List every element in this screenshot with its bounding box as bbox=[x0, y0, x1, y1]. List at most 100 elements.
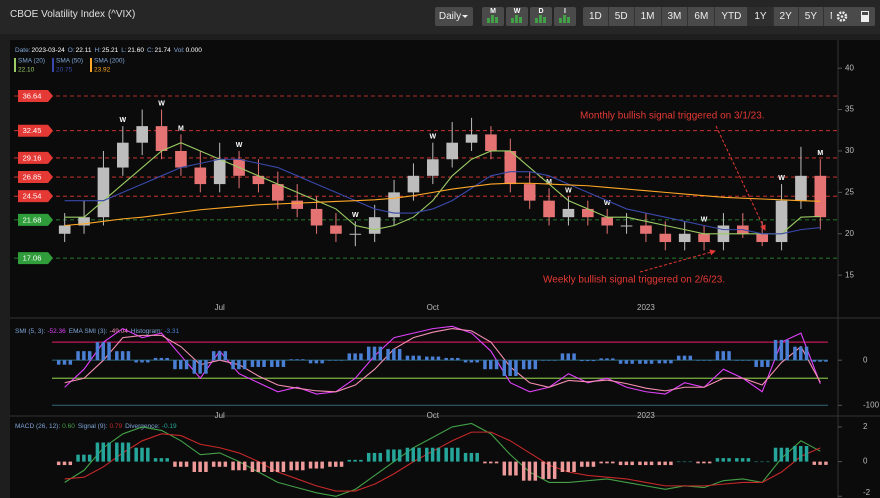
info-label: H: bbox=[94, 47, 101, 54]
histogram-bar bbox=[508, 461, 512, 476]
histogram-bar bbox=[314, 360, 319, 364]
histogram-bar bbox=[56, 360, 61, 365]
signal-button[interactable]: I bbox=[554, 7, 576, 26]
histogram-bar bbox=[688, 355, 693, 361]
histogram-bar bbox=[281, 360, 286, 367]
range-button[interactable]: 1Y bbox=[748, 7, 774, 26]
histogram-bar bbox=[411, 447, 415, 462]
signal-marker: W bbox=[236, 142, 243, 149]
range-button[interactable]: 2Y bbox=[774, 7, 799, 26]
signal-icon-bar bbox=[539, 15, 542, 23]
calculator-button[interactable] bbox=[855, 7, 875, 26]
range-button[interactable]: 6M bbox=[688, 7, 716, 26]
range-button[interactable]: 5Y bbox=[799, 7, 825, 26]
legend-name: SMA (50) bbox=[56, 58, 83, 65]
legend-swatch bbox=[52, 58, 54, 72]
range-button[interactable]: 1D bbox=[583, 7, 609, 26]
histogram-bar bbox=[184, 360, 189, 370]
signal-marker: W bbox=[565, 187, 572, 194]
level-label: 21.68 bbox=[23, 215, 42, 224]
histogram-bar bbox=[804, 446, 809, 462]
histogram-bar bbox=[746, 360, 751, 361]
histogram-bar bbox=[766, 461, 770, 463]
histogram-bar bbox=[397, 449, 402, 462]
candle-body bbox=[155, 126, 168, 151]
histogram-bar bbox=[812, 360, 817, 362]
histogram-bar bbox=[334, 360, 338, 361]
histogram-bar bbox=[372, 452, 377, 462]
indicator-header: SMI (5, 3): -52.36 EMA SMI (3): -49.04 Histo… bbox=[15, 328, 180, 335]
range-button[interactable]: 3M bbox=[662, 7, 689, 26]
candle-body bbox=[388, 192, 400, 218]
candle-body bbox=[659, 233, 672, 243]
histogram-bar bbox=[328, 360, 332, 361]
info-value: 25.21 bbox=[102, 47, 119, 54]
histogram-bar bbox=[591, 360, 596, 362]
histogram-bar bbox=[87, 351, 92, 361]
range-button[interactable]: YTD bbox=[715, 7, 749, 26]
histogram-bar bbox=[397, 348, 402, 361]
candle-body bbox=[97, 167, 110, 218]
interval-dropdown[interactable]: Daily bbox=[435, 7, 473, 26]
level-tag bbox=[18, 171, 53, 184]
histogram-bar bbox=[533, 360, 538, 370]
y-tick-label: 25 bbox=[845, 187, 854, 196]
histogram-bar bbox=[217, 461, 222, 467]
histogram-bar bbox=[785, 339, 789, 361]
indicator-value: 0.60 bbox=[62, 423, 75, 430]
signal-button[interactable]: M bbox=[482, 7, 504, 26]
level-label: 29.16 bbox=[23, 153, 42, 162]
histogram-bar bbox=[533, 461, 538, 481]
histogram-bar bbox=[688, 461, 693, 463]
histogram-bar bbox=[275, 461, 280, 472]
histogram-bar bbox=[804, 346, 809, 361]
histogram-bar bbox=[262, 461, 266, 472]
signal-marker: W bbox=[158, 100, 165, 107]
histogram-bar bbox=[735, 360, 739, 361]
histogram-bar bbox=[242, 360, 247, 370]
histogram-bar bbox=[101, 442, 105, 462]
x-tick-label: Oct bbox=[427, 303, 440, 312]
legend-name: SMA (20) bbox=[18, 58, 45, 65]
histogram-bar bbox=[270, 360, 274, 367]
range-button[interactable]: 5D bbox=[609, 7, 635, 26]
legend-name: SMA (200) bbox=[94, 58, 125, 65]
signal-marker: M bbox=[817, 150, 823, 157]
histogram-bar bbox=[657, 461, 662, 466]
candle-body bbox=[252, 175, 265, 185]
info-value: 0.000 bbox=[186, 47, 203, 54]
histogram-bar bbox=[469, 452, 474, 462]
histogram-bar bbox=[785, 447, 789, 462]
histogram-bar bbox=[82, 454, 86, 462]
histogram-bar bbox=[314, 461, 319, 469]
histogram-bar bbox=[165, 357, 169, 361]
histogram-bar bbox=[68, 461, 73, 466]
candle-body bbox=[485, 134, 497, 151]
candle-body bbox=[136, 126, 148, 143]
signal-marker: M bbox=[546, 179, 552, 186]
histogram-bar bbox=[682, 355, 687, 361]
histogram-bar bbox=[676, 461, 681, 463]
histogram-bar bbox=[320, 360, 324, 364]
info-value: 21.60 bbox=[128, 47, 145, 54]
histogram-bar bbox=[126, 442, 131, 462]
range-button[interactable]: 1M bbox=[635, 7, 662, 26]
histogram-bar bbox=[353, 459, 357, 462]
histogram-bar bbox=[463, 452, 468, 462]
signal-button[interactable]: D bbox=[530, 7, 552, 26]
level-tag bbox=[18, 213, 53, 226]
signal-button[interactable]: W bbox=[506, 7, 528, 26]
settings-button[interactable] bbox=[832, 7, 852, 26]
info-label: Vol: bbox=[174, 47, 185, 54]
chart-background bbox=[10, 40, 880, 498]
histogram-bar bbox=[56, 461, 61, 466]
level-tag bbox=[18, 190, 53, 203]
histogram-bar bbox=[793, 446, 797, 462]
signal-icon-bar bbox=[511, 18, 514, 23]
y-tick-label: 35 bbox=[845, 105, 854, 114]
histogram-bar bbox=[198, 360, 202, 374]
histogram-bar bbox=[552, 461, 557, 479]
level-tag bbox=[18, 151, 53, 164]
histogram-bar bbox=[638, 461, 642, 466]
signal-icon-bar bbox=[559, 18, 562, 23]
